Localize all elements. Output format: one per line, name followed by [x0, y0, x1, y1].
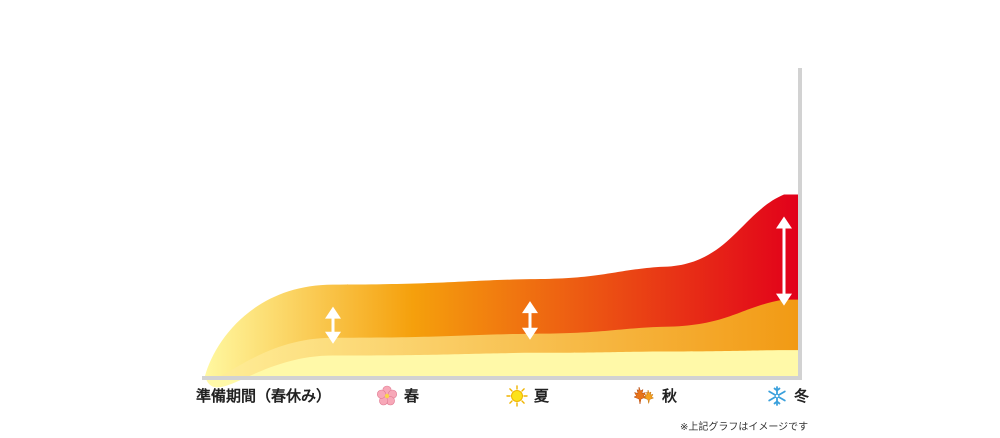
- maple-leaf-icon: [630, 385, 656, 407]
- season-winter: 冬: [766, 384, 809, 408]
- x-tick-label: 夏: [534, 387, 550, 405]
- sun-icon: [506, 385, 528, 407]
- season-spring: 春: [376, 384, 419, 408]
- season-summer: 夏: [506, 384, 549, 408]
- double-arrow-icon: [522, 301, 538, 340]
- preparation-period-label: 準備期間（春休み）: [196, 387, 332, 405]
- x-axis-lead-label: 準備期間（春休み）: [196, 384, 331, 408]
- footnote: ※上記グラフはイメージです: [680, 422, 809, 433]
- double-arrow-icon: [776, 216, 792, 306]
- x-tick-label: 秋: [662, 387, 678, 405]
- double-arrow-icon: [325, 306, 341, 344]
- x-tick-label: 春: [404, 387, 420, 405]
- area-layer-base: [205, 350, 798, 388]
- cherry-blossom-icon: [376, 385, 398, 407]
- snowflake-icon: [766, 385, 788, 407]
- x-tick-label: 冬: [794, 387, 810, 405]
- season-autumn: 秋: [630, 384, 677, 408]
